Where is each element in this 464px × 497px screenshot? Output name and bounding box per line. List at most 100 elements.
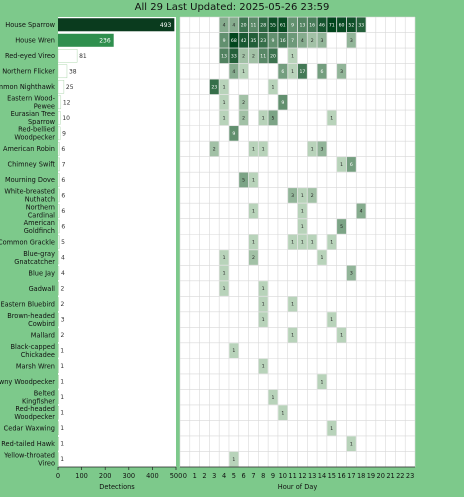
species-label-house-wren: House Wren [15,37,55,45]
heat-count-eastern-wood-pewee-h10: 9 [281,100,284,106]
species-label-eastern-wood-pewee: Eastern Wood-Pewee [7,95,56,111]
heat-count-common-nighthawk-h3: 23 [211,84,217,90]
hour-tick-1: 1 [193,472,197,480]
bar-mourning-dove [57,173,60,187]
heat-cell-white-breasted-nuthatch-h11 [288,188,298,203]
heat-cell-common-nighthawk-h3 [209,79,219,95]
heat-count-common-grackle-h15: 1 [330,240,333,246]
heat-cell-american-robin-h8 [258,141,268,157]
heat-count-chimney-swift-h16: 1 [340,162,343,168]
hour-tick-15: 15 [328,472,336,480]
heat-cell-house-wren-h7 [248,32,258,48]
heat-cell-eastern-bluebird-h11 [288,296,298,312]
heat-count-brown-headed-cowbird-h8: 1 [262,317,265,323]
heat-cell-house-sparrow-h6 [239,17,249,33]
heat-count-red-eyed-vireo-h9: 20 [270,53,276,59]
heat-cell-marsh-wren-h8 [258,358,268,374]
heat-cell-house-sparrow-h15 [327,17,337,33]
hour-tick-20: 20 [377,472,385,480]
bar-cedar-waxwing [57,421,60,435]
heat-cell-house-wren-h13 [307,32,317,48]
heat-cell-northern-cardinal-h18 [356,203,366,219]
heat-count-house-sparrow-h14: 46 [319,22,325,28]
species-label-red-bellied-woodpecker: Red-bellied Woodpecker [14,126,55,142]
heat-count-house-sparrow-h7: 11 [251,22,257,28]
heat-count-chimney-swift-h17: 6 [350,162,353,168]
heat-count-house-sparrow-h18: 33 [358,22,364,28]
heat-count-gadwall-h8: 1 [262,286,265,292]
heat-cell-house-wren-h8 [258,32,268,48]
species-label-northern-cardinal: Northern Cardinal [26,203,55,219]
heat-count-house-wren-h10: 16 [280,38,286,44]
bar-northern-cardinal [57,204,60,218]
bar-value-eurasian-tree-sparrow: 10 [62,115,70,122]
heat-cell-common-grackle-h7 [248,234,258,250]
bar-red-eyed-vireo [57,49,78,63]
heat-count-downy-woodpecker-h14: 1 [321,379,324,385]
species-label-red-tailed-hawk: Red-tailed Hawk [1,440,55,448]
heat-cell-red-eyed-vireo-h9 [268,48,278,64]
heat-count-eurasian-tree-sparrow-h8: 1 [262,115,265,121]
bar-panel [58,17,176,467]
bar-x-tick-200: 200 [99,472,112,480]
hour-tick-5: 5 [232,472,236,480]
bar-value-red-headed-woodpecker: 1 [60,410,64,417]
bar-eastern-bluebird [57,297,60,311]
heat-count-common-grackle-h11: 1 [291,240,294,246]
heat-count-eastern-bluebird-h8: 1 [262,302,265,308]
bar-value-belted-kingfisher: 1 [60,394,64,401]
heat-count-red-eyed-vireo-h11: 1 [291,53,294,59]
heat-cell-common-grackle-h11 [288,234,298,250]
heat-cell-yellow-throated-vireo-h5 [229,451,239,467]
heat-cell-northern-flicker-h6 [239,63,249,79]
heat-count-american-robin-h13: 1 [311,146,314,152]
heat-count-mourning-dove-h6: 5 [242,178,245,184]
heat-count-eurasian-tree-sparrow-h15: 1 [330,115,333,121]
bar-value-house-wren: 236 [99,37,111,44]
heat-cell-house-sparrow-h5 [229,17,239,33]
hour-tick-8: 8 [261,472,265,480]
heat-cell-eurasian-tree-sparrow-h8 [258,110,268,126]
heat-cell-eastern-wood-pewee-h4 [219,94,229,110]
heat-cell-blue-gray-gnatcatcher-h4 [219,250,229,265]
hour-tick-14: 14 [318,472,326,480]
bar-value-mallard: 2 [60,332,64,339]
hour-tick-0: 0 [183,472,187,480]
detections-bar-chart: 493 236 81 38 25 12 10 9 6 7 6 6 6 6 5 4 4 2 2 3 2 1 1 1 1 1 1 1 1 [57,17,176,467]
hour-tick-21: 21 [386,472,394,480]
heat-count-eastern-wood-pewee-h6: 2 [242,100,245,106]
species-label-house-sparrow: House Sparrow [5,21,55,29]
heat-cell-red-eyed-vireo-h5 [229,48,239,64]
bar-value-common-nighthawk: 25 [66,84,74,91]
bar-x-axis-label: Detections [99,483,135,491]
heat-count-northern-flicker-h5: 4 [232,69,235,75]
heat-cell-northern-flicker-h14 [317,63,327,79]
species-label-eurasian-tree-sparrow: Eurasian Tree Sparrow [11,110,56,126]
bar-eastern-wood-pewee [57,95,62,110]
heat-cell-mourning-dove-h7 [248,172,258,188]
hour-tick-12: 12 [298,472,306,480]
heat-count-blue-gray-gnatcatcher-h4: 1 [223,255,226,261]
heat-cell-eastern-wood-pewee-h6 [239,94,249,110]
heat-count-house-sparrow-h11: 9 [291,22,294,28]
heat-cell-eurasian-tree-sparrow-h9 [268,110,278,126]
heat-count-american-goldfinch-h12: 1 [301,224,304,230]
heat-cell-house-sparrow-h10 [278,17,288,33]
hour-tick-6: 6 [242,472,246,480]
heat-count-red-headed-woodpecker-h10: 1 [281,410,284,416]
heat-cell-red-eyed-vireo-h4 [219,48,229,64]
hour-tick-10: 10 [279,472,287,480]
heat-count-eurasian-tree-sparrow-h9: 5 [272,115,275,121]
heat-cell-brown-headed-cowbird-h8 [258,312,268,327]
heat-count-cedar-waxwing-h15: 1 [330,426,333,432]
heat-cell-red-bellied-woodpecker-h5 [229,126,239,141]
heat-count-common-nighthawk-h4: 1 [223,84,226,90]
bar-red-bellied-woodpecker [57,126,61,141]
species-label-black-capped-chickadee: Black-capped Chickadee [11,343,56,359]
heat-cell-cedar-waxwing-h15 [327,420,337,436]
bar-x-tick-500: 500 [170,472,183,480]
species-label-common-nighthawk: Common Nighthawk [0,83,55,91]
heat-count-american-robin-h7: 1 [252,146,255,152]
heat-count-house-sparrow-h5: 4 [232,22,235,28]
